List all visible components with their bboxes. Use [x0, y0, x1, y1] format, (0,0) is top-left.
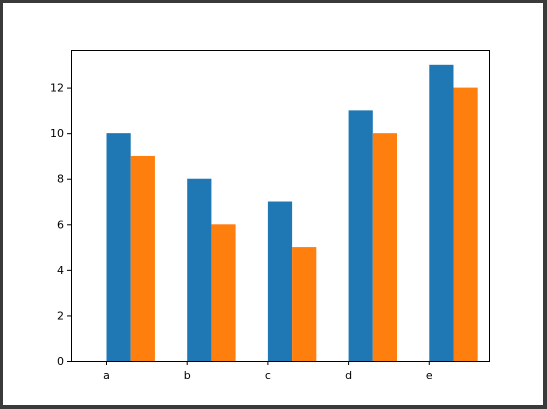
x-tick-label-b: b [184, 369, 191, 382]
bars-layer [106, 64, 478, 362]
y-tick-label: 4 [57, 264, 64, 277]
y-tick-label: 12 [50, 82, 64, 95]
bar-series-1-d [348, 110, 373, 361]
bar-series-2-a [130, 155, 155, 361]
y-tick-label: 10 [50, 127, 64, 140]
y-tick-label: 8 [57, 173, 64, 186]
x-tick-label-a: a [103, 369, 110, 382]
y-tick-label: 2 [57, 309, 64, 322]
bar-series-1-c [267, 201, 293, 361]
y-tick-label: 0 [57, 355, 64, 368]
bar-series-1-e [429, 64, 454, 362]
bar-series-2-d [372, 133, 398, 361]
bar-series-1-a [106, 133, 131, 361]
plot-area-frame [71, 50, 490, 362]
bar-series-2-e [453, 87, 478, 361]
x-tick-label-d: d [345, 369, 352, 382]
bar-series-2-c [292, 247, 317, 361]
x-axis: a b c d e [103, 361, 433, 382]
y-axis: 0 2 4 6 8 10 12 [50, 82, 71, 368]
x-tick-label-c: c [265, 369, 271, 382]
figure-canvas: 0 2 4 6 8 10 12 a b c d e [3, 3, 543, 405]
bar-chart: 0 2 4 6 8 10 12 a b c d e [50, 50, 490, 382]
y-tick-label: 6 [57, 218, 64, 231]
x-tick-label-e: e [426, 369, 433, 382]
bar-series-2-b [211, 224, 236, 361]
bar-series-1-b [187, 178, 212, 361]
